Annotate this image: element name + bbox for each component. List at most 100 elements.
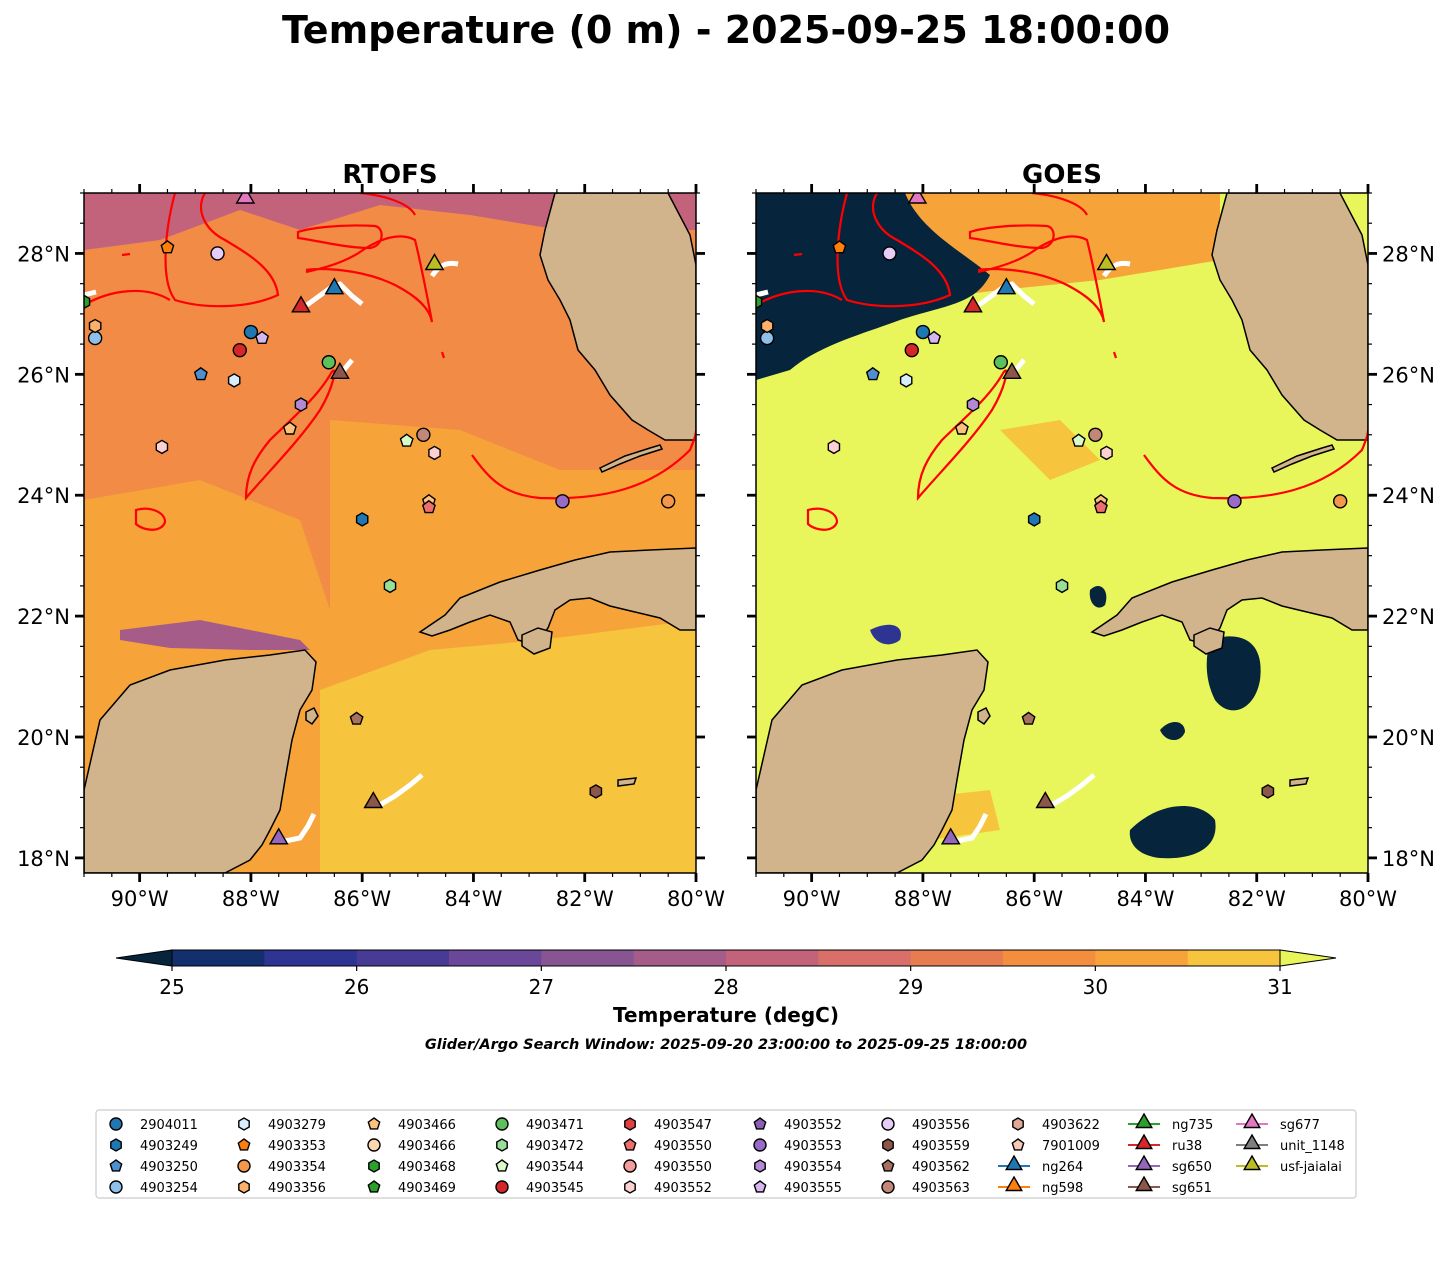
legend-marker [1134,1154,1154,1171]
legend-label: 4903356 [268,1181,326,1196]
legend-item-unit_1148: unit_1148 [1236,1133,1345,1154]
argo-marker-4903563 [1088,427,1103,442]
legend-marker [367,1138,381,1152]
legend-marker [367,1117,381,1130]
legend-label: 4903553 [784,1139,842,1154]
legend-marker [753,1180,767,1193]
legend-item-sg677: sg677 [1236,1112,1320,1133]
colorbar-segment [1003,950,1096,966]
legend-item-4903466: 4903466 [367,1138,456,1154]
legend-label: ng598 [1042,1181,1083,1196]
colorbar-segment [356,950,450,966]
legend-marker [109,1180,123,1194]
goes-cloud-east [1206,636,1261,711]
argo-marker-4903552 [428,445,441,461]
legend-label: ng264 [1042,1160,1083,1175]
argo-marker-2904011 [915,324,931,340]
glider-marker-ru38 [963,295,983,313]
colorbar-segment [264,950,358,966]
argo-marker-4903545 [232,342,247,358]
colorbar-ticks: 25 26 27 28 29 30 31 [159,966,1293,999]
legend-marker [495,1117,509,1131]
legend-label: unit_1148 [1280,1139,1345,1154]
legend-label: 4903279 [268,1118,326,1133]
x-tick-label: 86°W [333,887,391,911]
legend-label: 4903552 [784,1118,842,1133]
argo-marker-4903353 [160,240,175,254]
legend-item-4903469: 4903469 [367,1180,456,1196]
y-tick-label: 26°N [17,363,70,387]
argo-marker-4903556 [882,246,897,261]
legend-label: 4903249 [140,1139,198,1154]
legend-item-4903354: 4903354 [237,1159,326,1175]
legend-marker [110,1138,122,1152]
glider-marker-sg651 [330,361,350,379]
legend-label: sg650 [1172,1160,1212,1175]
rtofs-ticks [75,184,705,882]
legend-label: 4903544 [526,1160,584,1175]
x-tick-label: 90°W [111,887,169,911]
legend-label: 4903469 [398,1181,456,1196]
argo-marker-4903555 [927,330,942,344]
legend-item-2904011: 2904011 [109,1117,198,1133]
legend-label: 4903562 [912,1160,970,1175]
rtofs-hot-south [320,620,696,873]
goes-cloud-patch [1089,585,1107,608]
rtofs-markers [84,193,676,845]
legend-marker [753,1117,767,1130]
y-tick-label: 26°N [1382,363,1435,387]
argo-marker-4903356 [760,318,774,334]
legend-item-4903353: 4903353 [237,1138,326,1154]
legend-label: 4903472 [526,1139,584,1154]
colorbar-segment [449,950,542,966]
glider-marker-sg650 [940,827,961,845]
panel-title-rtofs: RTOFS [342,160,437,190]
legend-label: 4903547 [654,1118,712,1133]
legend-marker [1134,1112,1154,1129]
argo-marker-4903545 [904,342,919,358]
legend-item-ng264: ng264 [998,1154,1083,1175]
legend-marker [1012,1117,1024,1131]
legend-label: 4903552 [654,1181,712,1196]
legend-marker [238,1117,250,1131]
argo-marker-4903354 [1332,494,1348,509]
legend-item-4903544: 4903544 [495,1159,584,1175]
glider-marker-sg651 [363,791,384,809]
legend-item-4903471: 4903471 [495,1117,584,1133]
argo-marker-4903562 [1021,711,1036,725]
legend-marker [1134,1133,1154,1150]
x-tick-label: 88°W [894,887,952,911]
legend-label: 4903563 [912,1181,970,1196]
argo-marker-4903550 [1093,499,1108,514]
argo-marker-4903552 [827,439,841,455]
goes-tick-labels: 90°W 88°W 86°W 84°W 82°W 80°W 28°N 26°N 24°N 22°N… [783,242,1435,911]
colorbar-tick-label: 29 [898,975,923,999]
argo-marker-4903544 [1071,433,1086,447]
colorbar-tick-label: 31 [1267,975,1292,999]
glider-marker-usf-jaialai [1096,253,1117,271]
legend-label: 4903545 [526,1181,584,1196]
x-tick-label: 82°W [556,887,614,911]
legend-item-4903562: 4903562 [881,1159,970,1175]
argo-marker-4903250 [865,366,880,381]
legend-item-4903563: 4903563 [881,1180,970,1196]
argo-marker-4903279 [899,373,913,388]
y-tick-label: 18°N [1382,847,1435,871]
glider-marker-ng264 [324,277,345,295]
rtofs-cool-north [84,193,696,250]
figure-title: Temperature (0 m) - 2025-09-25 18:00:00 [282,8,1170,52]
legend-item-4903559: 4903559 [882,1138,970,1154]
y-tick-label: 22°N [17,605,70,629]
rtofs-tick-labels: 90°W 88°W 86°W 84°W 82°W 80°W 28°N 26°N 24°N 22°N… [17,242,725,911]
argo-marker-4903466 [954,421,969,435]
colorbar-tick-label: 26 [344,975,369,999]
goes-cloud-west [870,624,901,645]
legend-marker [623,1159,637,1173]
argo-marker-4903468 [84,294,91,310]
legend-item-4903622: 4903622 [1012,1117,1100,1133]
glider-marker-sg677 [907,193,928,204]
legend-label: 4903353 [268,1139,326,1154]
argo-marker-4903544 [399,433,414,447]
y-tick-label: 22°N [1382,605,1435,629]
